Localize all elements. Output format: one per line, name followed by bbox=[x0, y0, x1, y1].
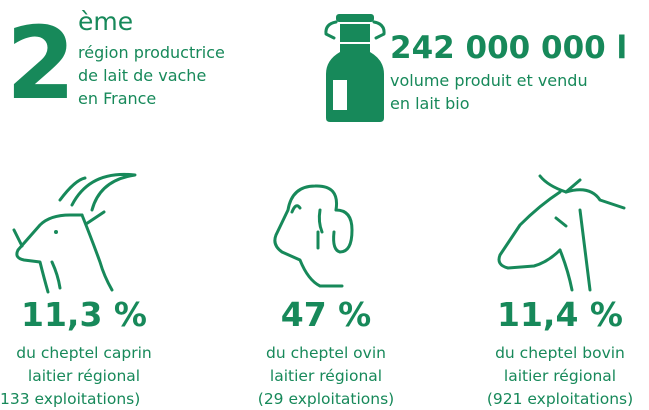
rank-suffix: ème bbox=[78, 7, 133, 36]
animal-value: 11,4 % bbox=[497, 295, 623, 334]
infographic: 2 ème région productrice de lait de vach… bbox=[0, 0, 649, 410]
rank-line: de lait de vache bbox=[78, 66, 206, 85]
animal-line: laitier régional bbox=[270, 367, 382, 385]
rank-line: région productrice bbox=[78, 43, 225, 62]
animal-line: 133 exploitations) bbox=[0, 390, 140, 408]
rank-line: en France bbox=[78, 89, 156, 108]
volume-line: en lait bio bbox=[390, 94, 470, 113]
animal-line: (29 exploitations) bbox=[258, 390, 394, 408]
animal-line: (921 exploitations) bbox=[487, 390, 633, 408]
animal-line: laitier régional bbox=[28, 367, 140, 385]
animal-stats: 11,3 % du cheptel caprin laitier régional 1… bbox=[0, 295, 633, 408]
animal-line: du cheptel ovin bbox=[266, 344, 386, 362]
animal-line: laitier régional bbox=[504, 367, 616, 385]
cow-icon bbox=[499, 176, 624, 290]
sheep-icon bbox=[275, 186, 352, 286]
page: {"rank": {"number": "2", "suffix": "ème"… bbox=[0, 0, 649, 410]
volume-number: 242 000 000 l bbox=[390, 30, 627, 66]
volume-line: volume produit et vendu bbox=[390, 71, 588, 90]
animal-value: 47 % bbox=[281, 295, 371, 334]
milk-can-icon bbox=[326, 14, 384, 122]
animal-line: du cheptel bovin bbox=[495, 344, 625, 362]
animal-value: 11,3 % bbox=[21, 295, 147, 334]
animal-line: du cheptel caprin bbox=[16, 344, 152, 362]
rank-number: 2 bbox=[6, 5, 76, 122]
goat-icon bbox=[14, 174, 135, 292]
